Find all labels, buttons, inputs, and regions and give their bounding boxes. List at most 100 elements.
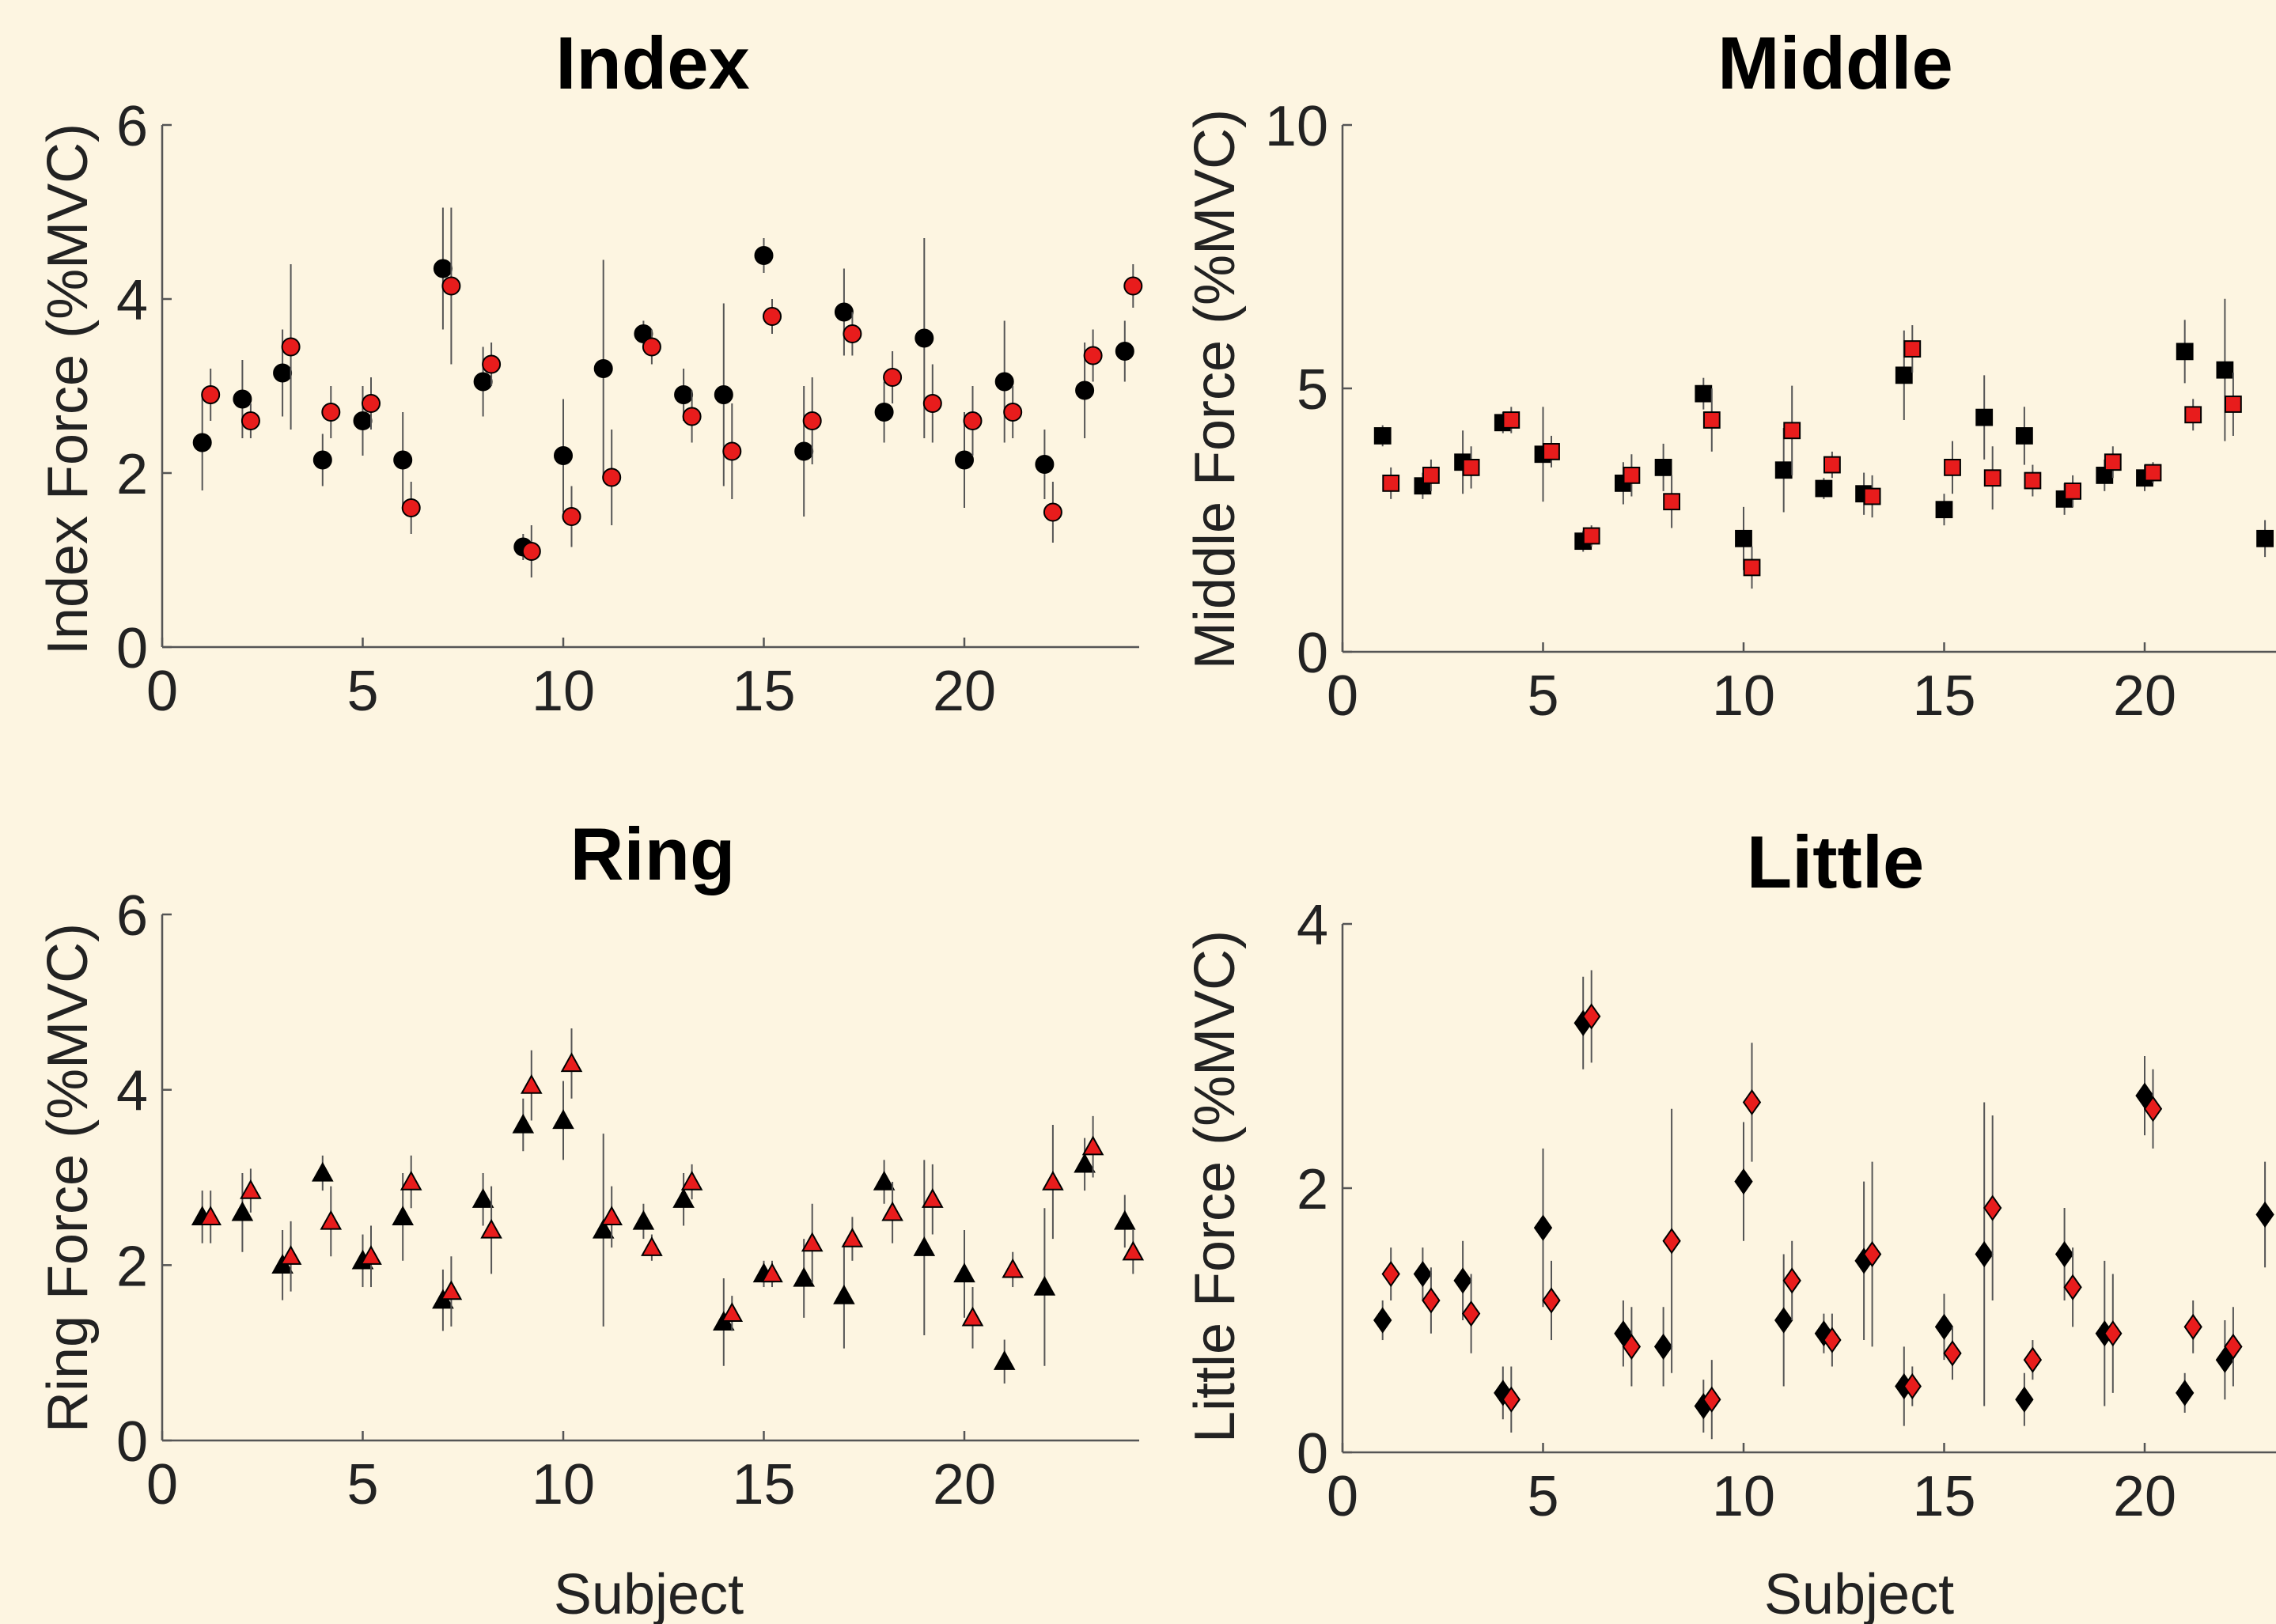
data-point [843,324,862,343]
series-1 [199,1028,1145,1349]
y-tick-label: 5 [1297,358,1328,422]
x-tick-label: 10 [532,660,595,723]
series-0 [191,1081,1136,1384]
data-point [1823,1327,1842,1353]
data-point [1582,1003,1601,1030]
data-point [1382,474,1400,492]
series-0 [192,207,1134,560]
x-tick-label: 15 [732,1453,795,1516]
data-point [1662,1228,1681,1255]
x-axis-label: Subject [1764,1563,1954,1624]
y-tick-label: 2 [116,443,148,506]
data-point [1083,346,1103,365]
data-point [1934,1313,1954,1340]
data-point [1042,1170,1064,1191]
data-point [1582,527,1600,545]
data-point [2256,529,2274,547]
data-point [1702,1386,1721,1413]
data-point [1783,422,1801,440]
data-point [312,1161,334,1182]
data-point [1983,469,2001,487]
data-point [801,1232,824,1252]
series-1 [1382,325,2242,589]
data-point [2184,406,2202,424]
data-point [2024,471,2042,490]
panel-index: Index Index Force (%MVC) 0 5 10 15 20 0 2 4 6 [36,21,1143,723]
data-point [2176,1380,2195,1406]
data-point [2215,1346,2235,1373]
y-tick-label: 6 [116,95,148,158]
data-point [2016,427,2033,445]
data-point [473,372,493,392]
data-point [440,1280,463,1300]
data-point [1081,1135,1104,1156]
y-tick-label: 4 [1297,894,1328,957]
data-point [680,1170,703,1191]
y-tick-label: 2 [116,1235,148,1298]
data-point [763,307,782,326]
data-point [1543,443,1560,460]
data-point [802,411,822,430]
data-point [2023,1346,2043,1373]
data-point [642,337,661,357]
x-tick-label: 20 [2113,1465,2176,1528]
data-point [312,450,332,470]
data-point [963,411,983,430]
x-tick-label: 10 [532,1453,595,1516]
data-point [2216,361,2234,379]
axes: 0 5 10 15 20 0 2 4 6 [116,884,1139,1516]
data-point [240,411,260,430]
data-point [320,1209,343,1230]
data-point [1462,459,1480,476]
data-point [1622,1333,1642,1360]
data-point [2015,1386,2034,1413]
data-point [1373,1307,1392,1334]
data-point [600,1206,623,1226]
data-point [754,246,774,265]
data-point [1695,384,1713,403]
data-point [1461,1300,1481,1327]
data-point [2135,1082,2154,1109]
data-point [1453,1267,1472,1294]
y-tick-label: 4 [116,1060,148,1123]
data-point [1663,493,1680,511]
data-point [1074,1153,1096,1173]
series-1 [201,207,1143,577]
panel-little: Little Little Force (%MVC) Subject 0 5 10 1… [1183,820,2276,1624]
data-point [592,1218,615,1239]
y-tick-label: 0 [1297,622,1328,685]
y-axis-label: Little Force (%MVC) [1183,930,1247,1443]
data-point [1075,380,1095,400]
data-point [554,446,573,465]
data-point [1944,459,1961,476]
data-point [2064,482,2081,500]
axes: 0 5 10 15 20 0 2 4 6 [116,95,1139,723]
data-point [393,450,413,470]
data-point [2104,453,2122,471]
data-point [793,1266,815,1287]
data-point [953,1262,975,1283]
panel-title: Index [555,21,750,104]
data-point [1413,1260,1433,1288]
data-point [1115,342,1134,361]
y-tick-label: 10 [1265,95,1328,158]
x-tick-label: 10 [1712,1465,1775,1528]
data-point [362,394,381,413]
data-point [441,276,461,296]
data-point [1742,1088,1762,1116]
y-axis-label: Ring Force (%MVC) [36,923,100,1433]
x-tick-label: 0 [1327,664,1358,728]
data-point [400,1170,422,1191]
data-point [833,1284,855,1304]
data-point [279,1245,302,1265]
x-tick-label: 15 [1912,664,1975,728]
data-point [2183,1313,2202,1340]
data-point [2224,1333,2243,1360]
panel-title: Little [1747,820,1925,903]
data-point [240,1179,262,1199]
data-point [2104,1320,2123,1347]
data-point [721,1302,744,1322]
data-point [874,403,894,422]
data-point [560,1052,583,1073]
data-point [2143,1096,2163,1122]
